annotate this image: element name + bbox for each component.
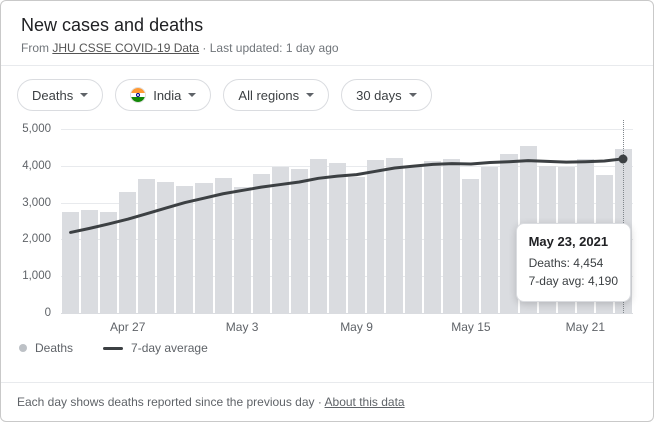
country-filter-label: India <box>153 87 182 103</box>
y-axis: 5,000 4,000 3,000 2,000 1,000 0 <box>17 123 61 319</box>
dot-separator: · <box>202 41 207 55</box>
chevron-down-icon <box>80 93 89 97</box>
legend-item-deaths: Deaths <box>19 341 73 355</box>
avg-line-layer <box>61 129 633 313</box>
bar-may-2[interactable] <box>214 177 232 313</box>
country-filter-dropdown[interactable]: India <box>115 79 212 111</box>
y-axis-label: 2,000 <box>22 233 51 246</box>
region-filter-dropdown[interactable]: All regions <box>223 79 330 111</box>
gridline <box>61 129 633 130</box>
bar-may-9[interactable] <box>347 176 365 313</box>
y-axis-label: 1,000 <box>22 270 51 283</box>
region-filter-label: All regions <box>238 87 300 103</box>
chevron-down-icon <box>306 93 315 97</box>
chart-legend: Deaths 7-day average <box>19 341 633 355</box>
dot-separator: · <box>317 395 322 409</box>
gridline <box>61 276 633 278</box>
bar-apr-25[interactable] <box>81 209 99 313</box>
deaths-dot-icon <box>19 344 27 352</box>
bar-may-15[interactable] <box>462 178 480 313</box>
metric-filter-label: Deaths <box>32 87 74 103</box>
legend-item-avg: 7-day average <box>103 341 208 355</box>
page-title: New cases and deaths <box>21 15 204 35</box>
bar-may-16[interactable] <box>481 166 499 313</box>
tooltip-deaths: Deaths: 4,454 <box>528 255 604 270</box>
bar-may-1[interactable] <box>195 183 213 313</box>
bar-may-13[interactable] <box>424 161 442 313</box>
deaths-chart: 5,000 4,000 3,000 2,000 1,000 0 May 23, 2021 … <box>17 120 633 335</box>
hover-marker-line <box>623 120 625 313</box>
bar-apr-29[interactable] <box>157 182 175 313</box>
gridline <box>61 239 633 241</box>
plot-area: May 23, 2021 Deaths: 4,454 7-day avg: 4,… <box>61 120 633 314</box>
x-axis-label: May 21 <box>565 320 606 334</box>
x-axis-label: May 9 <box>340 320 373 334</box>
bar-apr-27[interactable] <box>119 191 137 313</box>
range-filter-dropdown[interactable]: 30 days <box>341 79 432 111</box>
line-endpoint-dot <box>618 154 628 164</box>
bar-apr-26[interactable] <box>100 211 118 313</box>
bar-may-10[interactable] <box>367 159 385 313</box>
bar-may-12[interactable] <box>405 165 423 313</box>
bar-may-6[interactable] <box>290 169 308 313</box>
widget-footer: Each day shows deaths reported since the… <box>1 382 653 421</box>
legend-deaths-label: Deaths <box>35 341 74 355</box>
bar-may-11[interactable] <box>386 158 404 313</box>
bar-may-5[interactable] <box>271 166 289 313</box>
tooltip-date: May 23, 2021 <box>528 233 609 249</box>
gridline <box>61 165 633 167</box>
chart-tooltip: May 23, 2021 Deaths: 4,454 7-day avg: 4,… <box>515 222 631 303</box>
header-divider <box>1 65 653 66</box>
source-link[interactable]: JHU CSSE COVID-19 Data <box>52 41 200 55</box>
filter-bar: Deaths India All regions 30 days <box>1 66 653 123</box>
bar-apr-30[interactable] <box>176 186 194 313</box>
updated-label: Last updated: <box>209 41 283 55</box>
y-axis-label: 5,000 <box>22 123 51 135</box>
x-axis-label: May 15 <box>451 320 491 334</box>
bar-may-8[interactable] <box>328 162 346 313</box>
y-axis-label: 3,000 <box>22 196 51 209</box>
bar-may-4[interactable] <box>252 173 270 313</box>
footer-text: Each day shows deaths reported since the… <box>17 395 315 409</box>
bar-apr-24[interactable] <box>62 211 80 313</box>
tooltip-avg: 7-day avg: 4,190 <box>528 274 618 289</box>
range-filter-label: 30 days <box>356 87 402 103</box>
y-axis-label: 4,000 <box>22 159 51 172</box>
x-axis-label: May 3 <box>225 320 259 334</box>
india-flag-icon <box>130 87 147 103</box>
source-prefix: From <box>21 41 49 55</box>
bar-may-14[interactable] <box>443 158 461 313</box>
y-axis-label: 0 <box>44 307 51 319</box>
avg-line-icon <box>103 346 124 350</box>
x-axis: Apr 27 May 3 May 9 May 15 May 21 <box>61 313 633 335</box>
updated-value: 1 day ago <box>285 41 339 55</box>
chevron-down-icon <box>408 93 417 97</box>
gridline <box>61 313 633 314</box>
x-axis-label: Apr 27 <box>110 320 146 334</box>
source-line: From JHU CSSE COVID-19 Data · Last updat… <box>21 41 633 55</box>
bar-may-7[interactable] <box>309 158 327 313</box>
about-data-link[interactable]: About this data <box>324 395 405 409</box>
seven-day-average-line <box>71 159 624 233</box>
gridline <box>61 202 633 204</box>
widget-header: New cases and deaths From JHU CSSE COVID… <box>1 1 653 65</box>
chevron-down-icon <box>188 93 197 97</box>
bar-may-3[interactable] <box>233 187 251 313</box>
metric-filter-dropdown[interactable]: Deaths <box>17 79 104 111</box>
legend-avg-label: 7-day average <box>131 341 208 355</box>
bar-may-17[interactable] <box>500 153 518 313</box>
